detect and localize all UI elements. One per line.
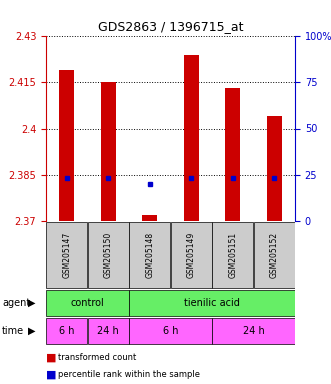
Bar: [129, 222, 170, 288]
Text: GSM205150: GSM205150: [104, 232, 113, 278]
Text: 6 h: 6 h: [59, 326, 74, 336]
Bar: [46, 290, 128, 316]
Text: 6 h: 6 h: [163, 326, 178, 336]
Text: GSM205149: GSM205149: [187, 232, 196, 278]
Text: ■: ■: [46, 352, 57, 362]
Title: GDS2863 / 1396715_at: GDS2863 / 1396715_at: [98, 20, 243, 33]
Bar: [88, 222, 128, 288]
Bar: [101, 82, 116, 221]
Text: ▶: ▶: [28, 298, 35, 308]
Bar: [88, 318, 128, 344]
Text: agent: agent: [2, 298, 30, 308]
Bar: [184, 55, 199, 221]
Bar: [142, 215, 157, 221]
Bar: [213, 318, 295, 344]
Text: GSM205147: GSM205147: [62, 232, 71, 278]
Bar: [46, 318, 87, 344]
Text: 24 h: 24 h: [97, 326, 119, 336]
Text: GSM205148: GSM205148: [145, 232, 154, 278]
Text: time: time: [2, 326, 24, 336]
Text: GSM205152: GSM205152: [270, 232, 279, 278]
Bar: [129, 290, 295, 316]
Text: control: control: [71, 298, 104, 308]
Text: 24 h: 24 h: [243, 326, 264, 336]
Bar: [254, 222, 295, 288]
Text: GSM205151: GSM205151: [228, 232, 237, 278]
Text: tienilic acid: tienilic acid: [184, 298, 240, 308]
Text: ▶: ▶: [28, 326, 35, 336]
Bar: [267, 116, 281, 221]
Text: percentile rank within the sample: percentile rank within the sample: [58, 370, 200, 379]
Bar: [171, 222, 212, 288]
Text: ■: ■: [46, 370, 57, 380]
Text: transformed count: transformed count: [58, 353, 136, 362]
Bar: [225, 88, 240, 221]
Bar: [46, 222, 87, 288]
Bar: [213, 222, 253, 288]
Bar: [60, 70, 74, 221]
Bar: [129, 318, 212, 344]
